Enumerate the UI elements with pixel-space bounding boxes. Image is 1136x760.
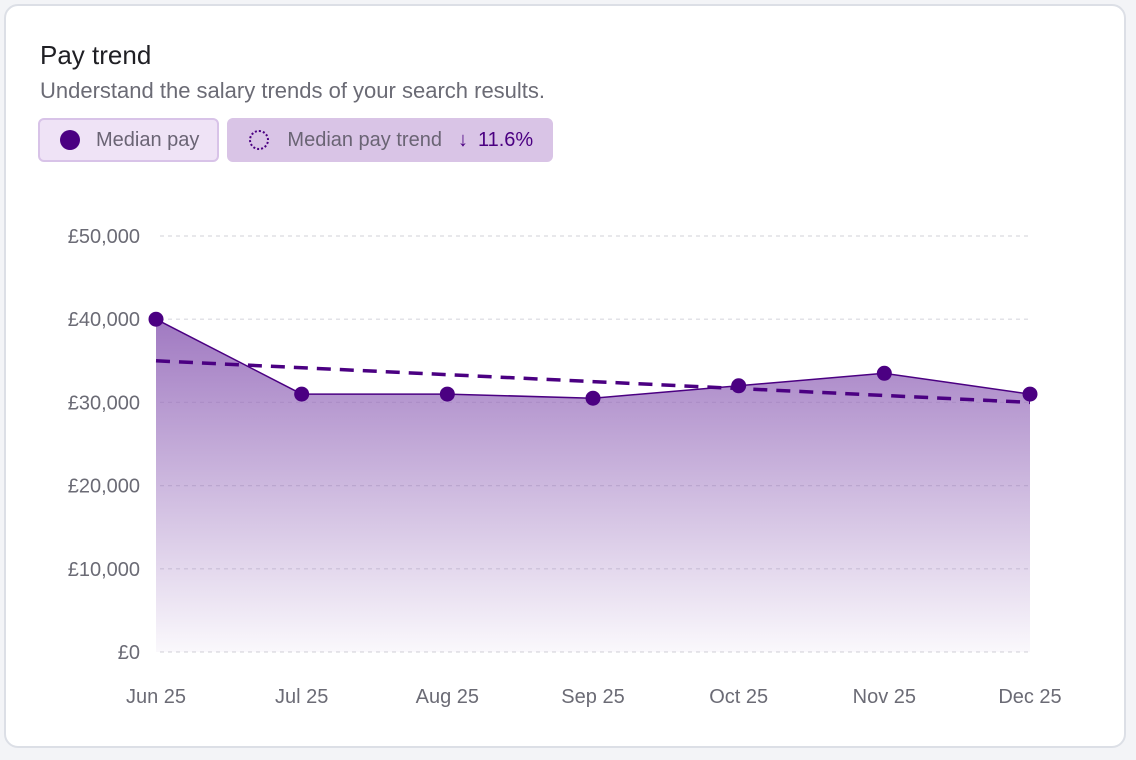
legend-median-pay-toggle[interactable]: Median pay xyxy=(38,118,220,162)
y-tick-label: £50,000 xyxy=(68,226,140,248)
trend-line-layer xyxy=(155,359,1031,405)
x-tick-label: Jul 25 xyxy=(275,686,328,708)
chart-subtitle: Understand the salary trends of your sea… xyxy=(40,78,546,103)
median-pay-point xyxy=(439,386,455,402)
median-pay-trend-line xyxy=(155,359,1031,405)
median-pay-point xyxy=(876,365,892,381)
x-tick-label: Oct 25 xyxy=(709,686,768,708)
x-tick-label: Nov 25 xyxy=(853,686,916,708)
legend-median-pay-trend-toggle[interactable]: Median pay trend ↓ 11.6% xyxy=(227,118,554,162)
x-axis-ticks: Jun 25 Jul 25 Aug 25 Sep 25 Oct 25 Nov 25 Dec … xyxy=(126,686,1062,708)
y-axis-ticks: £0 £10,000 £20,000 £30,000 £40,000 £50,000 xyxy=(68,226,140,664)
legend: Median pay Median pay trend ↓ 11.6% xyxy=(38,118,554,162)
median-pay-point xyxy=(1022,386,1038,402)
x-tick-label: Jun 25 xyxy=(126,686,186,708)
x-tick-label: Sep 25 xyxy=(561,686,624,708)
median-pay-area xyxy=(156,319,1030,652)
median-pay-point xyxy=(148,311,164,327)
area-layer xyxy=(155,318,1031,652)
dashed-circle-icon xyxy=(249,130,270,150)
y-tick-label: £20,000 xyxy=(68,476,140,498)
x-tick-label: Dec 25 xyxy=(998,686,1061,708)
y-tick-label: £40,000 xyxy=(68,309,140,331)
chart-title: Pay trend xyxy=(40,40,152,70)
y-tick-label: £0 xyxy=(118,642,140,664)
x-tick-label: Aug 25 xyxy=(416,686,479,708)
solid-dot-icon xyxy=(60,130,80,150)
arrow-down-icon: ↓ xyxy=(457,128,468,151)
y-tick-label: £10,000 xyxy=(68,559,140,581)
legend-median-pay-label: Median pay xyxy=(96,128,200,151)
median-pay-point xyxy=(731,378,747,394)
median-pay-point xyxy=(585,390,601,406)
trend-change-value: 11.6% xyxy=(477,128,534,151)
y-tick-label: £30,000 xyxy=(68,392,140,414)
data-points xyxy=(148,311,1038,406)
legend-trend-label: Median pay trend xyxy=(287,128,442,151)
median-pay-point xyxy=(294,386,310,402)
